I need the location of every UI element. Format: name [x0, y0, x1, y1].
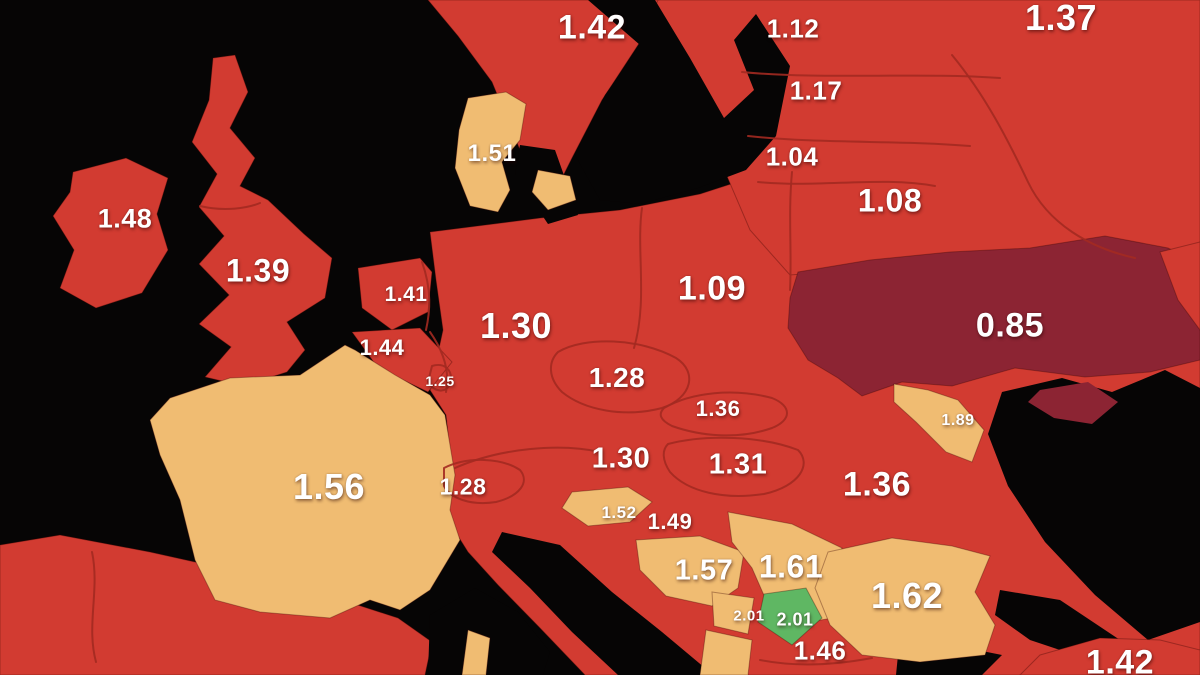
country-shape-france — [149, 344, 461, 619]
value-label-bulgaria: 1.62 — [870, 575, 944, 616]
country-shape-slovenia — [561, 486, 653, 527]
value-label-denmark: 1.51 — [467, 140, 517, 167]
value-label-germany: 1.30 — [479, 305, 553, 346]
value-label-belgium: 1.44 — [359, 335, 405, 360]
value-label-turkey: 1.42 — [1085, 643, 1155, 675]
country-shape-ireland — [52, 157, 169, 309]
country-shape-crimea — [1028, 382, 1118, 424]
value-label-hungary: 1.31 — [708, 448, 768, 481]
value-label-czechia: 1.28 — [588, 362, 646, 393]
border-lines — [91, 54, 1136, 666]
value-label-russia: 1.37 — [1024, 0, 1098, 38]
sea-adriatic — [492, 532, 712, 675]
country-shape-ukraine — [787, 235, 1200, 397]
value-label-north-macedonia: 1.46 — [793, 635, 847, 666]
sea-black-sea — [988, 370, 1200, 640]
value-label-moldova: 1.89 — [941, 412, 975, 429]
value-label-estonia: 1.12 — [766, 13, 820, 44]
value-label-switzerland: 1.28 — [439, 473, 487, 500]
value-label-serbia: 1.61 — [758, 548, 824, 585]
country-shape-spain-portugal — [0, 534, 433, 675]
country-shape-uk — [191, 54, 333, 387]
sea-baltic — [575, 0, 790, 204]
value-label-belarus: 1.08 — [857, 182, 923, 219]
country-shape-moldova — [893, 383, 985, 463]
value-label-romania: 1.36 — [842, 465, 912, 504]
value-label-netherlands: 1.41 — [384, 283, 428, 306]
country-shape-kosovo — [757, 587, 823, 646]
country-shape-montenegro — [711, 591, 755, 635]
value-label-latvia: 1.17 — [789, 75, 843, 106]
value-label-kosovo: 2.01 — [776, 609, 814, 630]
country-shape-denmark — [454, 91, 527, 213]
country-shape-turkey — [1019, 637, 1200, 675]
value-label-poland: 1.09 — [677, 269, 747, 308]
country-shape-bulgaria — [814, 537, 996, 663]
value-label-ireland: 1.48 — [97, 203, 153, 234]
value-label-sweden: 1.42 — [557, 8, 627, 47]
value-label-uk: 1.39 — [225, 252, 291, 289]
value-label-lithuania: 1.04 — [765, 141, 819, 172]
value-label-croatia: 1.49 — [647, 509, 693, 534]
value-label-france: 1.56 — [292, 466, 366, 507]
value-label-bosnia: 1.57 — [674, 554, 734, 587]
country-shape-serbia — [727, 511, 845, 625]
sea-west-mediterranean — [428, 588, 550, 675]
value-label-slovenia: 1.52 — [601, 503, 637, 522]
country-shape-corsica — [461, 629, 491, 675]
country-shape-russia-southeast — [1159, 241, 1200, 331]
value-label-montenegro: 2.01 — [733, 607, 765, 625]
value-label-luxembourg: 1.25 — [425, 373, 455, 389]
country-shape-albania — [699, 629, 753, 675]
value-label-ukraine: 0.85 — [975, 306, 1045, 345]
value-label-slovakia: 1.36 — [695, 396, 741, 421]
value-label-austria: 1.30 — [591, 442, 651, 475]
country-shape-denmark-islands — [531, 169, 577, 211]
